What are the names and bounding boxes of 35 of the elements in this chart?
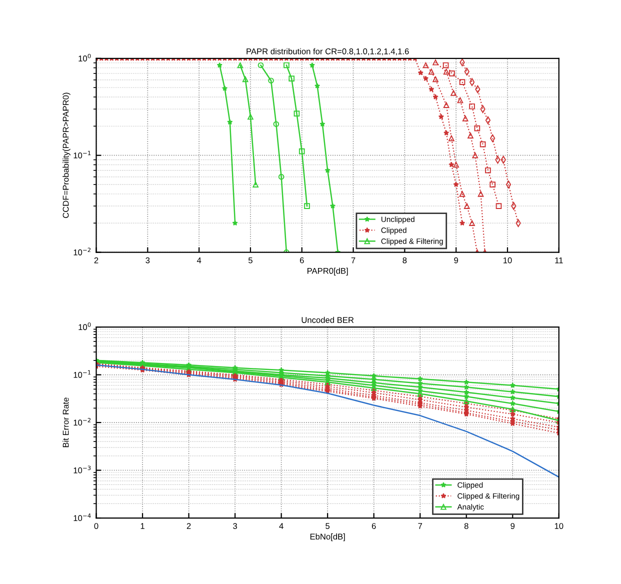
x-tick-label: 5 [248, 257, 252, 264]
y-tick-label: 10$^{−1}$ [74, 150, 91, 158]
x-tick-label: 6 [300, 257, 304, 264]
chart-title: Uncoded BER [302, 316, 354, 323]
x-tick-label: 0 [94, 523, 98, 529]
x-tick-label: 7 [351, 257, 356, 264]
x-tick-label: 7 [418, 523, 422, 529]
x-tick-label: 10 [503, 257, 512, 264]
y-axis-title: CCDF=Probability(PAPR>PAPR0) [62, 92, 70, 218]
x-tick-label: 4 [279, 523, 284, 529]
x-tick-label: 9 [510, 523, 515, 529]
chart-title: PAPR distribution for CR=0.8,1.0,1.2,1.4,1.6 [246, 48, 409, 56]
y-tick-label: 10$^{−2}$ [74, 248, 91, 256]
x-tick-label: 2 [186, 523, 191, 529]
x-tick-label: 8 [402, 257, 407, 264]
y-tick-label: 10$^{−4}$ [74, 514, 91, 522]
x-tick-label: 8 [464, 523, 468, 529]
x-tick-label: 3 [233, 523, 237, 529]
x-tick-label: 6 [372, 523, 376, 529]
y-tick-label: 10$^{0}$ [78, 54, 91, 62]
y-tick-label: 10$^{−1}$ [74, 370, 91, 378]
x-tick-label: 4 [196, 257, 202, 264]
x-tick-label: 10 [554, 523, 564, 529]
x-tick-label: 5 [326, 523, 330, 529]
x-tick-label: 9 [454, 257, 458, 264]
y-tick-label: 10$^{−3}$ [74, 466, 91, 474]
x-axis-title: PAPR0[dB] [307, 268, 348, 276]
x-tick-label: 3 [146, 257, 150, 264]
x-tick-label: 1 [140, 523, 144, 529]
y-tick-label: 10$^{0}$ [78, 322, 91, 330]
x-tick-label: 11 [555, 257, 563, 264]
x-tick-label: 2 [94, 257, 98, 264]
y-axis-title: Bit Error Rate [62, 398, 69, 448]
y-tick-label: 10$^{−2}$ [74, 418, 91, 426]
x-axis-title: EbNo[dB] [310, 533, 345, 542]
